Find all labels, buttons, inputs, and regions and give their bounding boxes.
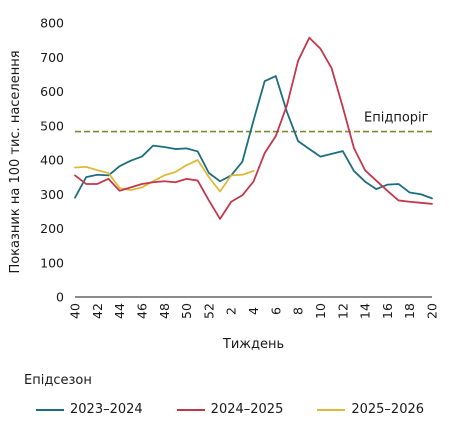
x-axis-title: Тиждень — [222, 337, 284, 352]
legend-swatch — [36, 408, 64, 411]
x-tick-label: 10 — [313, 303, 328, 319]
y-tick-label: 600 — [40, 84, 64, 99]
x-tick-label: 46 — [134, 303, 149, 319]
legend-item: 2024–2025 — [176, 402, 284, 417]
x-tick-label: 12 — [335, 303, 350, 319]
legend-swatch — [317, 408, 346, 411]
x-tick-label: 20 — [425, 303, 440, 319]
x-tick-label: 48 — [157, 303, 172, 319]
x-tick-label: 6 — [268, 307, 283, 315]
legend-title: Епідсезон — [24, 373, 92, 388]
y-tick-label: 100 — [40, 255, 64, 270]
series-line-2025–2026 — [74, 159, 255, 193]
legend-item: 2023–2024 — [36, 402, 143, 417]
y-tick-label: 800 — [40, 16, 64, 31]
legend-label: 2024–2025 — [210, 402, 284, 417]
series-line-2024–2025 — [74, 36, 433, 220]
legend-swatch — [176, 408, 205, 411]
x-tick-label: 42 — [90, 303, 105, 319]
x-tick-label: 40 — [68, 303, 83, 319]
series-lines — [74, 36, 433, 220]
threshold-label: Епідпоріг — [364, 111, 429, 126]
y-tick-label: 0 — [56, 290, 64, 305]
x-tick-label: 8 — [291, 307, 306, 315]
legend: Епідсезон 2023–2024 2024–2025 2025–2026 — [22, 373, 442, 417]
y-tick-label: 400 — [40, 153, 64, 168]
x-tick-label: 4 — [246, 307, 261, 315]
legend-label: 2023–2024 — [70, 402, 143, 417]
y-tick-label: 500 — [40, 118, 64, 133]
series-line-2023–2024 — [74, 75, 433, 200]
legend-items: 2023–2024 2024–2025 2025–2026 — [36, 402, 442, 417]
y-axis-title: Показник на 100 тис. населення — [8, 50, 23, 273]
x-tick-label: 16 — [380, 303, 395, 319]
y-tick-label: 200 — [40, 221, 64, 236]
x-axis-ticks: 40 42 44 46 48 50 52 2 4 6 8 10 12 14 16 18 20 — [68, 303, 440, 319]
x-tick-label: 2 — [224, 307, 239, 315]
y-tick-label: 300 — [40, 187, 64, 202]
y-axis-ticks: 0 100 200 300 400 500 600 700 800 — [40, 16, 64, 305]
x-tick-label: 14 — [358, 303, 373, 319]
legend-item: 2025–2026 — [317, 402, 424, 417]
legend-label: 2025–2026 — [351, 402, 425, 417]
x-tick-label: 44 — [112, 303, 127, 319]
y-tick-label: 700 — [40, 50, 64, 65]
x-tick-label: 52 — [201, 303, 216, 319]
x-tick-label: 18 — [402, 303, 417, 319]
x-tick-label: 50 — [179, 303, 194, 319]
